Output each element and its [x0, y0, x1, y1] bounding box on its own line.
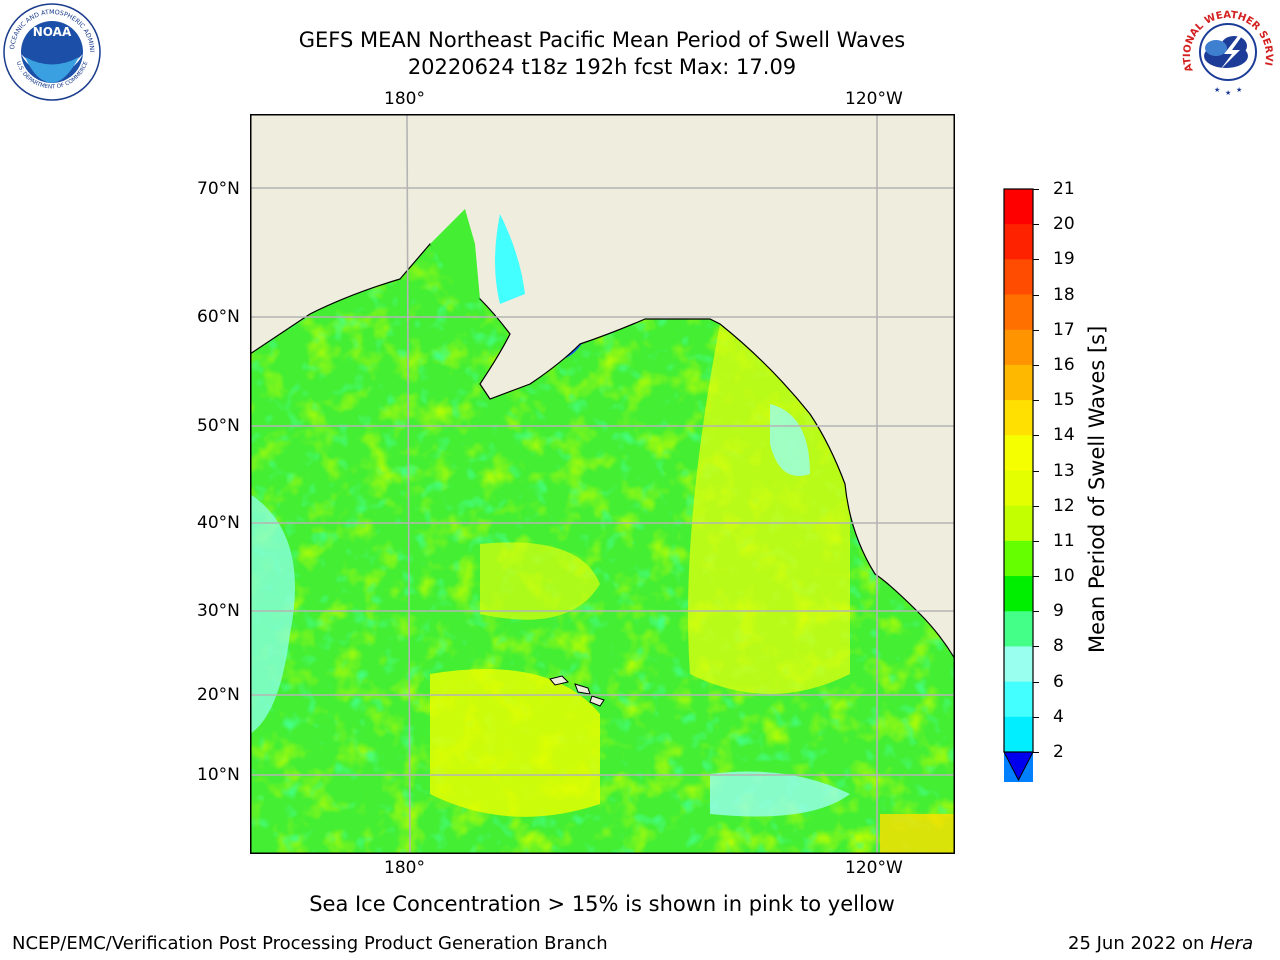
colorbar-tick-mark: [1033, 752, 1039, 753]
colorbar-segment: [1004, 329, 1033, 366]
colorbar-segment: [1004, 400, 1033, 436]
lat-label-70n: 70°N: [197, 179, 240, 199]
lon-label-top-180: 180°: [384, 89, 425, 109]
colorbar-tick-label: 14: [1053, 425, 1075, 446]
colorbar-tick-mark: [1033, 646, 1039, 648]
colorbar-tick-mark: [1033, 400, 1039, 402]
colorbar-segment: [1004, 681, 1033, 718]
colorbar-tick-label: 13: [1053, 460, 1075, 481]
lat-label-40n: 40°N: [197, 513, 240, 533]
map-panel: [250, 114, 955, 854]
lat-label-30n: 30°N: [197, 601, 240, 621]
colorbar-tick-mark: [1033, 505, 1039, 507]
colorbar-tick-label: 20: [1053, 214, 1075, 235]
colorbar-tick-label: 8: [1053, 636, 1064, 657]
footer-host: Hera: [1210, 933, 1254, 954]
colorbar-tick-mark: [1033, 576, 1039, 578]
colorbar-segment: [1004, 294, 1033, 331]
colorbar-tick-mark: [1033, 470, 1039, 472]
colorbar-tick-label: 9: [1053, 601, 1064, 622]
colorbar-tick-mark: [1033, 540, 1039, 542]
colorbar-tick-label: 17: [1053, 319, 1075, 340]
colorbar-segment: [1004, 540, 1033, 577]
lon-label-top-120w: 120°W: [845, 89, 903, 109]
colorbar-tick-mark: [1033, 189, 1039, 190]
colorbar-tick-label: 10: [1053, 566, 1075, 587]
sea-ice-note: Sea Ice Concentration > 15% is shown in …: [309, 892, 895, 916]
colorbar-label: Mean Period of Swell Waves [s]: [1085, 325, 1109, 653]
nws-logo: NATIONAL WEATHER SERVICE ★ ★ ★: [1178, 2, 1276, 100]
colorbar-tick-label: 6: [1053, 671, 1064, 692]
colorbar-tick-label: 18: [1053, 284, 1075, 305]
colorbar-segment: [1004, 189, 1033, 225]
colorbar-tick-mark: [1033, 716, 1039, 718]
colorbar-tick-mark: [1033, 681, 1039, 683]
colorbar-segment: [1004, 646, 1033, 683]
svg-text:★: ★: [1225, 89, 1231, 97]
colorbar-tick-mark: [1033, 329, 1039, 331]
colorbar-segment: [1004, 716, 1033, 753]
lat-label-50n: 50°N: [197, 416, 240, 436]
colorbar-tick-label: 19: [1053, 249, 1075, 270]
footer-credit: NCEP/EMC/Verification Post Processing Pr…: [12, 933, 608, 954]
lat-label-20n: 20°N: [197, 685, 240, 705]
lon-label-bottom-180: 180°: [384, 858, 425, 878]
colorbar-tick-mark: [1033, 259, 1039, 261]
colorbar-segment: [1004, 224, 1033, 260]
colorbar-segment: [1004, 611, 1033, 647]
svg-text:★: ★: [1236, 86, 1242, 94]
svg-text:★: ★: [1214, 86, 1220, 94]
colorbar-tick-label: 11: [1053, 530, 1075, 551]
colorbar-tick-label: 4: [1053, 706, 1064, 727]
lat-label-60n: 60°N: [197, 307, 240, 327]
lon-label-bottom-120w: 120°W: [845, 858, 903, 878]
colorbar-segment: [1004, 576, 1033, 612]
map-title: GEFS MEAN Northeast Pacific Mean Period …: [298, 28, 906, 52]
colorbar-segment: [1004, 364, 1033, 401]
colorbar-tick-mark: [1033, 224, 1039, 226]
colorbar-tick-label: 16: [1053, 354, 1075, 375]
colorbar: [1003, 188, 1034, 782]
colorbar-tick-mark: [1033, 294, 1039, 296]
colorbar-label-anchor: [1058, 471, 1082, 495]
lat-label-10n: 10°N: [197, 765, 240, 785]
colorbar-segment: [1004, 259, 1033, 296]
colorbar-tick-mark: [1033, 364, 1039, 366]
footer-date-text: 25 Jun 2022 on: [1068, 933, 1211, 954]
colorbar-tick-label: 2: [1053, 742, 1064, 762]
graticule: [250, 114, 955, 854]
colorbar-segment: [1004, 505, 1033, 542]
map-subtitle: 20220624 t18z 192h fcst Max: 17.09: [407, 55, 797, 79]
footer-date: 25 Jun 2022 on Hera: [1068, 933, 1253, 955]
noaa-logo: NATIONAL OCEANIC AND ATMOSPHERIC ADMINIS…: [2, 2, 101, 101]
colorbar-tick-label: 15: [1053, 390, 1075, 411]
colorbar-tick-label: 21: [1053, 179, 1075, 199]
noaa-logo-text: NOAA: [33, 25, 72, 39]
colorbar-tick-label: 12: [1053, 495, 1075, 516]
colorbar-segment: [1004, 470, 1033, 507]
colorbar-tick-mark: [1033, 435, 1039, 437]
colorbar-tick-mark: [1033, 611, 1039, 613]
colorbar-segment: [1004, 435, 1033, 471]
